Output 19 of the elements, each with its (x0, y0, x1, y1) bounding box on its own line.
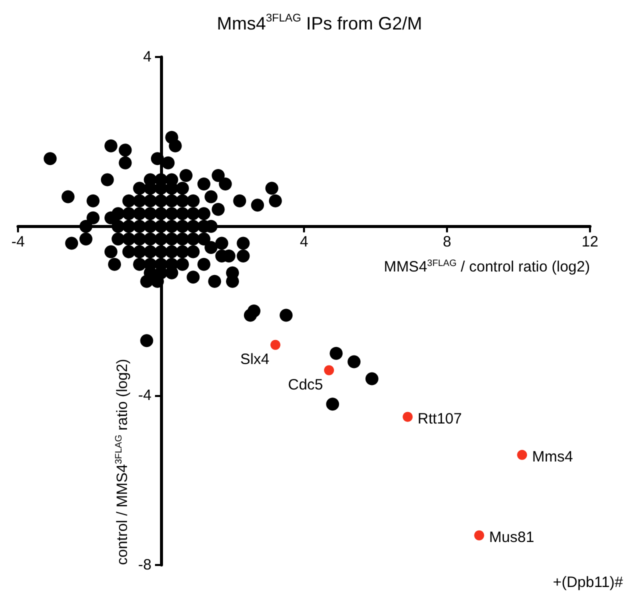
annotation: Mus81 (489, 528, 534, 546)
y-tick-label: -8 (138, 556, 152, 574)
annotation: Mms4 (532, 448, 573, 466)
annotation: Cdc5 (288, 376, 324, 394)
annotation: Rtt107 (418, 410, 462, 428)
annotation: Slx4 (240, 350, 270, 368)
text: +(Dpb11)# (552, 574, 624, 591)
point (474, 530, 484, 540)
x-tick-label: 4 (300, 233, 308, 250)
x-tick-label: 8 (442, 233, 452, 250)
point (402, 412, 413, 422)
y-tick-label: -4 (138, 387, 152, 404)
point (270, 340, 280, 350)
x-tick-label: -4 (11, 233, 25, 250)
y-tick-label: 4 (143, 48, 152, 66)
point (517, 450, 528, 460)
point (324, 365, 334, 376)
y-axis-title: control / MMS43FLAG ratio (log2) (113, 358, 131, 565)
x-tick-label: 12 (582, 233, 598, 250)
